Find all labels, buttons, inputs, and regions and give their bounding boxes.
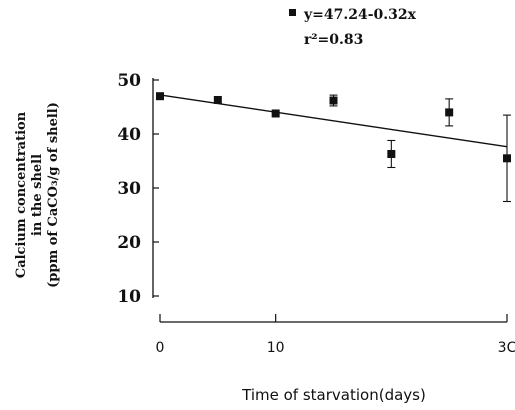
data-point-4 bbox=[387, 149, 396, 158]
y-axis-label-line-1: Calcium concentration bbox=[14, 111, 29, 278]
data-point-2 bbox=[271, 109, 280, 118]
x-tick-label-30: 3C bbox=[498, 340, 515, 356]
x-axis-label: Time of starvation(days) bbox=[241, 386, 426, 404]
x-tick-label-10: 10 bbox=[267, 340, 285, 356]
y-axis-label: Calcium concentration in the shell (ppm … bbox=[14, 102, 61, 288]
legend-r-squared: r²=0.83 bbox=[304, 32, 363, 48]
data-point-5 bbox=[445, 108, 454, 117]
legend-equation: y=47.24-0.32x bbox=[303, 7, 417, 23]
legend: y=47.24-0.32x r²=0.83 bbox=[289, 7, 417, 48]
data-point-1 bbox=[213, 95, 222, 104]
data-point-3 bbox=[329, 96, 338, 105]
y-axis-label-line-3: (ppm of CaCO₃/g of shell) bbox=[46, 102, 61, 288]
y-tick-label-40: 40 bbox=[117, 125, 141, 145]
x-tick-label-0: 0 bbox=[156, 340, 165, 356]
y-tick-label-10: 10 bbox=[117, 287, 141, 307]
y-tick-label-30: 30 bbox=[117, 179, 141, 199]
y-axis-label-line-2: in the shell bbox=[30, 154, 45, 236]
plot-area bbox=[156, 92, 511, 203]
data-point-0 bbox=[156, 92, 164, 101]
y-tick-label-20: 20 bbox=[117, 233, 141, 253]
data-point-6 bbox=[503, 154, 511, 163]
legend-marker bbox=[289, 9, 296, 16]
axes: 10 20 30 40 50 0 10 3C bbox=[117, 71, 515, 356]
y-tick-label-50: 50 bbox=[117, 71, 141, 91]
